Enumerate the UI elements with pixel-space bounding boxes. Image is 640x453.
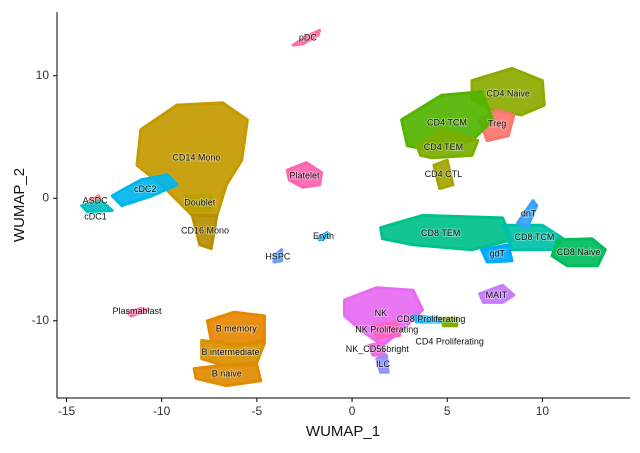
cluster-cells [190, 213, 219, 250]
cluster-cells [440, 316, 459, 328]
cluster-cells [480, 243, 514, 264]
cluster-cells [379, 213, 514, 252]
cluster-label: cDC2 [134, 184, 157, 194]
cluster-label: Plasmablast [112, 306, 162, 316]
cluster-label: MAIT [486, 290, 508, 300]
cluster-label: NK Proliferating [355, 325, 418, 335]
cluster-cells [478, 283, 516, 304]
cluster-cells [400, 90, 495, 152]
cluster-label: CD8 Proliferating [397, 314, 466, 324]
cluster-cells [316, 231, 331, 242]
x-tick-label: -15 [58, 404, 76, 418]
x-tick-label: -10 [153, 404, 171, 418]
cluster-label: B intermediate [202, 347, 260, 357]
cluster-cells [110, 173, 179, 208]
cluster-cells [192, 363, 263, 388]
cluster-label: ASDC [83, 195, 109, 205]
cluster-label: CD4 CTL [425, 169, 463, 179]
y-tick-label: 10 [36, 68, 50, 82]
cluster-label: NK [375, 308, 388, 318]
cluster-cells [125, 307, 150, 318]
cluster-label: CD4 TEM [424, 142, 463, 152]
cluster-label: CD8 Naive [557, 247, 601, 257]
x-tick-label: 0 [349, 404, 356, 418]
cluster-label: pDC [299, 33, 318, 43]
x-axis-title: WUMAP_1 [306, 423, 380, 440]
cluster-cells [184, 194, 213, 212]
cluster-labels: CD14 Mono CD16 Mono Doublet cDC2 ASDC cDC1 pDC… [82, 32, 602, 380]
cluster-label: gdT [489, 249, 505, 259]
cluster-cells [415, 128, 480, 160]
y-axis-title: WUMAP_2 [11, 168, 28, 242]
y-tick-label: 0 [42, 190, 49, 204]
cluster-cells [550, 237, 607, 268]
cluster-cells [432, 158, 455, 190]
cluster-cells [371, 320, 402, 340]
x-tick-label: 10 [536, 404, 550, 418]
cluster-label: B naive [212, 368, 242, 378]
cluster-label: Eryth [313, 231, 334, 241]
cluster-cells [80, 199, 114, 214]
cluster-label: Doublet [184, 198, 216, 208]
cluster-cells [291, 28, 322, 47]
cluster-label: NK_CD56bright [346, 344, 410, 354]
cluster-cells [285, 161, 324, 189]
cluster-label: CD14 Mono [172, 153, 220, 163]
cluster-label: CD8 TEM [421, 228, 460, 238]
cluster-label: dnT [521, 209, 537, 219]
x-tick-label: -5 [252, 404, 263, 418]
cluster-cells [200, 338, 266, 367]
cluster-label: B memory [216, 324, 258, 334]
cluster-label: CD8 TCM [515, 232, 555, 242]
cluster-label: CD4 Proliferating [415, 336, 484, 346]
cluster-label: HSPC [265, 251, 291, 261]
cluster-cells [375, 353, 390, 374]
cluster-cells [343, 286, 424, 347]
cluster-cells [272, 248, 284, 264]
x-tick-label: 5 [444, 404, 451, 418]
cluster-label: Platelet [289, 171, 320, 181]
cluster-label: ILC [376, 359, 391, 369]
cluster-label: CD4 TCM [427, 118, 467, 128]
cluster-label: Treg [488, 119, 506, 129]
plot-area [80, 28, 607, 388]
cluster-label: CD4 Naive [486, 89, 530, 99]
cluster-label: CD16 Mono [181, 225, 229, 235]
cluster-cells [516, 199, 539, 230]
cluster-label: cDC1 [84, 212, 107, 222]
y-tick-label: -10 [32, 313, 50, 327]
